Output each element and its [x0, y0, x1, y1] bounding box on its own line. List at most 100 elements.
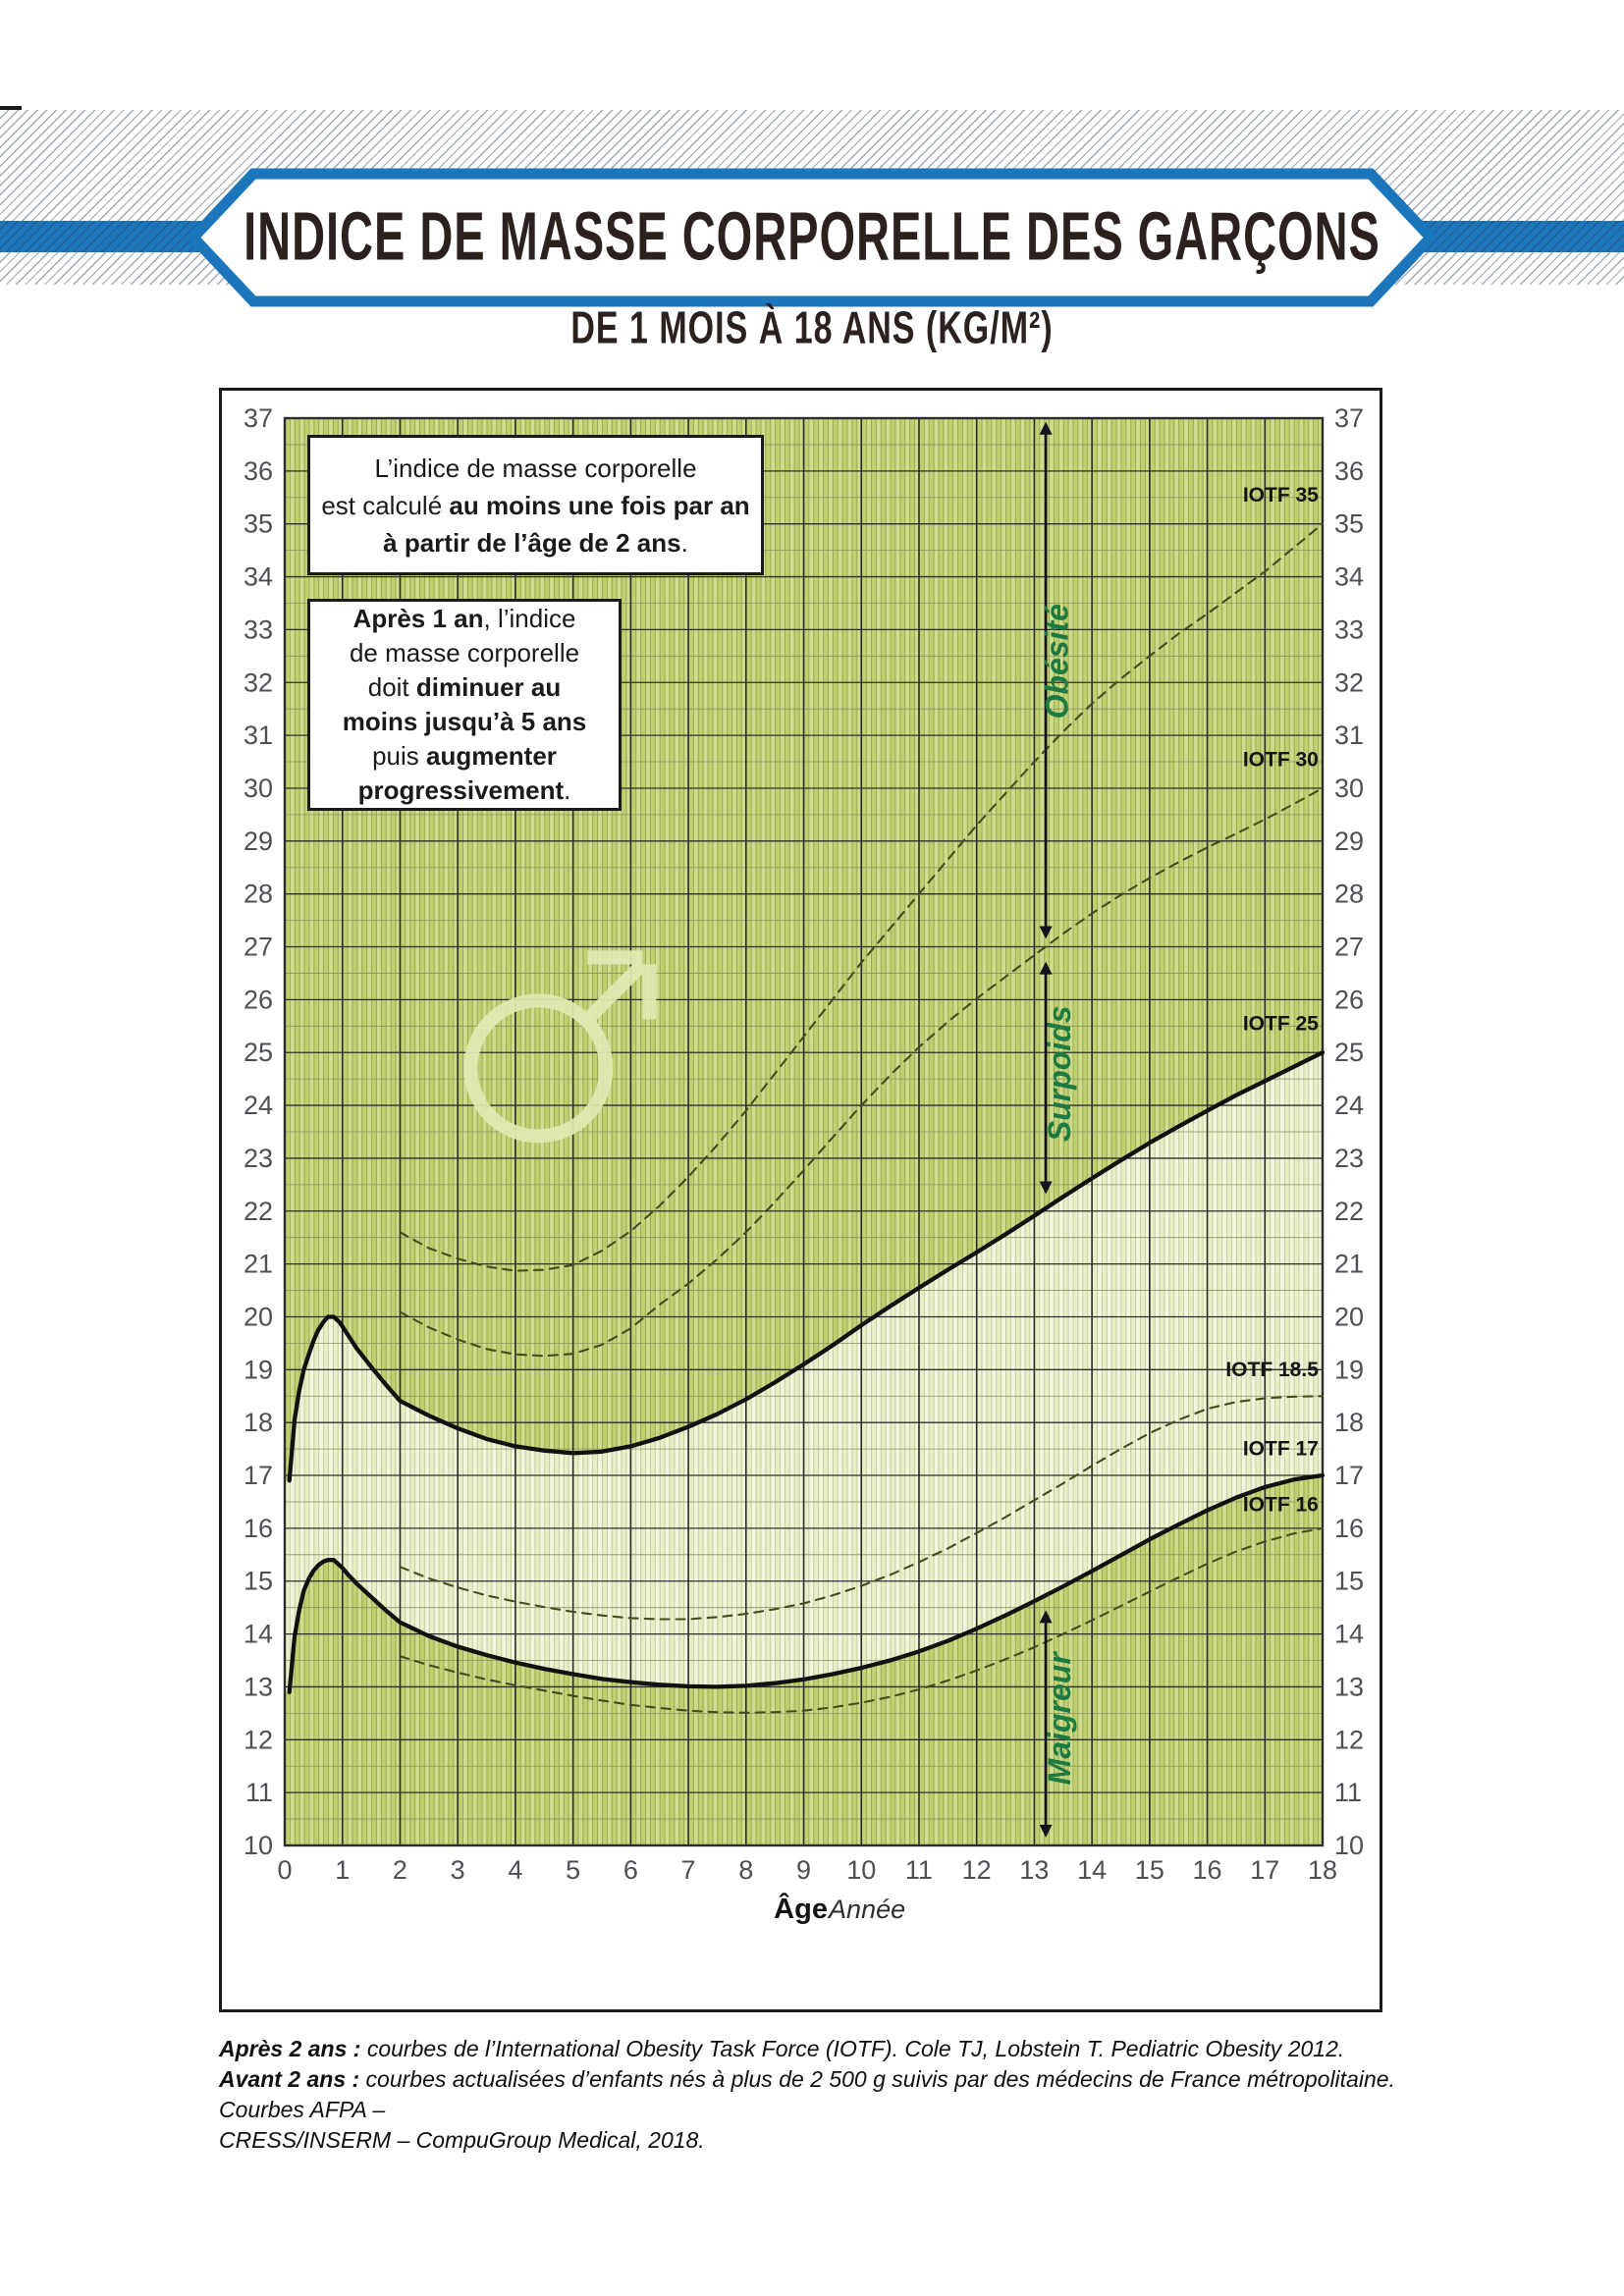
curve-iotf-16	[399, 1526, 1325, 1714]
y-tick-right: 32	[1334, 667, 1364, 697]
y-tick-left: 21	[244, 1250, 273, 1279]
title-banner-shape	[187, 168, 1437, 307]
curve-label-iotf-16: IOTF 16	[1243, 1494, 1319, 1517]
curve-label-iotf-25: IOTF 25	[1243, 1013, 1319, 1036]
x-tick: 7	[681, 1855, 696, 1885]
footer-line-2-text: courbes actualisées d’enfants nés à plus…	[219, 2066, 1395, 2122]
x-tick: 3	[451, 1855, 465, 1885]
curve-label-iotf-35: IOTF 35	[1243, 484, 1319, 507]
y-tick-right: 37	[1334, 403, 1364, 433]
y-tick-right: 13	[1334, 1672, 1364, 1701]
y-tick-right: 16	[1334, 1514, 1364, 1543]
y-tick-left: 18	[244, 1408, 273, 1437]
x-tick: 12	[962, 1855, 992, 1885]
info-box-line: puis augmenter	[372, 741, 557, 771]
y-tick-right: 26	[1334, 985, 1364, 1014]
x-axis-title-year: Année	[827, 1895, 905, 1924]
curve-iotf-30	[399, 786, 1325, 1358]
y-tick-right: 30	[1334, 774, 1364, 803]
info-box-line: moins jusqu’à 5 ans	[342, 707, 587, 736]
curve-iotf-25	[287, 1050, 1326, 1483]
y-tick-right: 21	[1334, 1250, 1364, 1279]
y-tick-right: 11	[1334, 1778, 1362, 1807]
info-box-annual-measure: L’indice de masse corporelle est calculé …	[307, 435, 764, 575]
bmi-chart-canvas: IOTF 35 IOTF 30 IOTF 25 IOTF 18.5 IOTF 17 IOT…	[244, 403, 1364, 1925]
curve-iotf-35	[399, 522, 1325, 1272]
footer-line-1: Après 2 ans : courbes de l’International…	[219, 2034, 1456, 2064]
info-box-line: est calculé au moins une fois par an	[321, 490, 750, 520]
info-box-after-1-year: Après 1 an, l’indice de masse corporelle d…	[307, 599, 622, 811]
y-tick-left: 12	[244, 1725, 273, 1754]
y-tick-left: 33	[244, 614, 273, 644]
y-tick-right: 18	[1334, 1408, 1364, 1437]
y-tick-left: 34	[244, 562, 273, 592]
y-tick-right: 35	[1334, 509, 1364, 539]
y-tick-right: 12	[1334, 1725, 1364, 1754]
bmi-chart-frame: IOTF 35 IOTF 30 IOTF 25 IOTF 18.5 IOTF 17 IOT…	[219, 388, 1382, 2012]
y-tick-right: 29	[1334, 827, 1364, 856]
y-tick-left: 30	[244, 774, 273, 803]
zone-label-surpoids: Surpoids	[1042, 1005, 1077, 1142]
page-title: INDICE DE MASSE CORPORELLE DES GARÇONS	[244, 199, 1380, 276]
y-tick-right: 22	[1334, 1197, 1364, 1226]
y-tick-right: 31	[1334, 721, 1364, 750]
curve-iotf-18-5	[399, 1395, 1325, 1621]
y-tick-right: 14	[1334, 1620, 1364, 1649]
footer-line-2: Avant 2 ans : courbes actualisées d’enfa…	[219, 2064, 1456, 2125]
x-tick: 5	[566, 1855, 580, 1885]
zone-arrow-maigreur	[1039, 1610, 1053, 1838]
page-subtitle: DE 1 MOIS À 18 ANS (KG/M²)	[570, 303, 1054, 354]
y-tick-right: 10	[1334, 1831, 1364, 1860]
zone-label-obésité: Obésité	[1039, 604, 1074, 719]
footer-line-1-text: courbes de l’International Obesity Task …	[360, 2036, 1345, 2061]
x-tick: 6	[623, 1855, 638, 1885]
y-tick-left: 16	[244, 1514, 273, 1543]
y-tick-right: 19	[1334, 1355, 1364, 1384]
x-tick: 4	[508, 1855, 522, 1885]
y-tick-left: 14	[244, 1620, 273, 1649]
x-tick: 18	[1308, 1855, 1337, 1885]
y-tick-left: 20	[244, 1302, 273, 1331]
zone-label-maigreur: Maigreur	[1042, 1651, 1077, 1786]
zone-arrow-surpoids	[1039, 961, 1053, 1195]
y-tick-left: 19	[244, 1355, 273, 1384]
y-tick-left: 28	[244, 880, 273, 909]
curve-label-iotf-18-5: IOTF 18.5	[1225, 1359, 1319, 1381]
curve-iotf-17	[287, 1472, 1326, 1694]
x-tick: 9	[796, 1855, 811, 1885]
y-tick-right: 15	[1334, 1567, 1364, 1596]
footer-citations: Après 2 ans : courbes de l’International…	[219, 2034, 1456, 2156]
x-tick: 1	[335, 1855, 350, 1885]
y-tick-left: 37	[244, 403, 273, 433]
y-tick-left: 23	[244, 1144, 273, 1173]
x-tick: 16	[1193, 1855, 1222, 1885]
y-tick-left: 13	[244, 1672, 273, 1701]
y-tick-right: 24	[1334, 1091, 1364, 1120]
y-tick-right: 17	[1334, 1461, 1364, 1490]
y-tick-left: 22	[244, 1197, 273, 1226]
y-tick-right: 28	[1334, 880, 1364, 909]
info-box-line: Après 1 an, l’indice	[352, 604, 576, 633]
y-tick-left: 17	[244, 1461, 273, 1490]
y-tick-right: 34	[1334, 562, 1364, 592]
x-tick: 17	[1250, 1855, 1279, 1885]
x-tick: 2	[393, 1855, 407, 1885]
curve-label-iotf-17: IOTF 17	[1243, 1438, 1319, 1461]
footer-line-3: CRESS/INSERM – CompuGroup Medical, 2018.	[219, 2127, 705, 2153]
y-tick-left: 15	[244, 1567, 273, 1596]
y-tick-left: 24	[244, 1091, 273, 1120]
x-tick: 8	[738, 1855, 753, 1885]
info-box-line: à partir de l’âge de 2 ans.	[383, 527, 688, 558]
y-tick-left: 26	[244, 985, 273, 1014]
y-tick-left: 35	[244, 509, 273, 539]
male-symbol-watermark	[463, 950, 657, 1144]
info-box-line: L’indice de masse corporelle	[374, 453, 697, 483]
x-tick: 14	[1077, 1855, 1107, 1885]
y-tick-left: 27	[244, 933, 273, 962]
y-tick-left: 10	[244, 1831, 273, 1860]
x-tick: 10	[846, 1855, 876, 1885]
info-box-line: doit diminuer au	[367, 672, 562, 702]
zone-arrow-obésité	[1039, 421, 1053, 939]
info-box-line: de masse corporelle	[349, 638, 580, 667]
